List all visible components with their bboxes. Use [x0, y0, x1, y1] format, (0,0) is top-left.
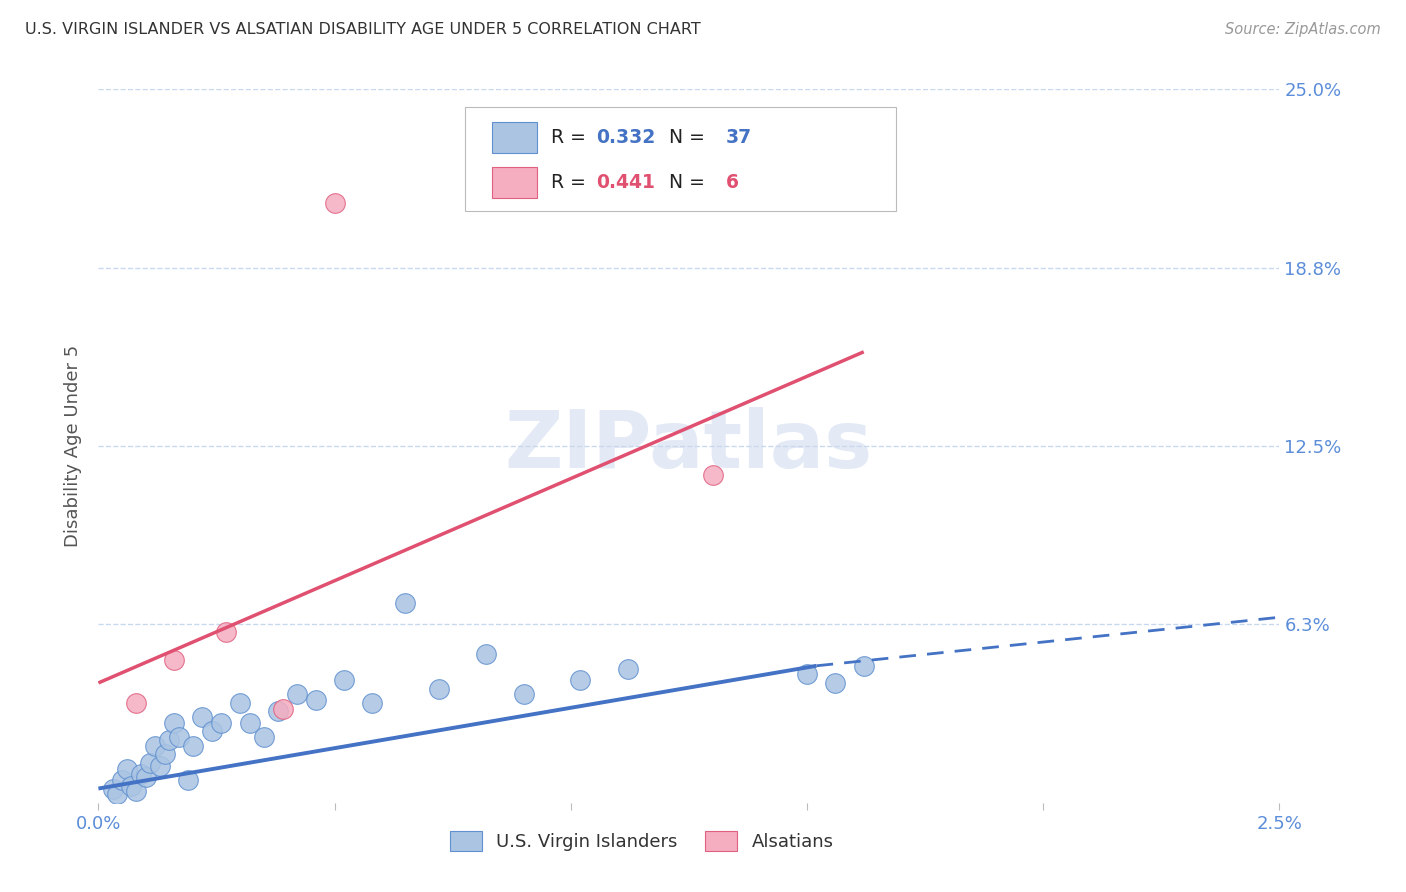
Legend: U.S. Virgin Islanders, Alsatians: U.S. Virgin Islanders, Alsatians [443, 823, 841, 858]
Bar [492, 122, 537, 153]
Point [285, 687, 308, 701]
Point [167, 730, 190, 744]
Point [616, 662, 638, 676]
Text: U.S. VIRGIN ISLANDER VS ALSATIAN DISABILITY AGE UNDER 5 CORRELATION CHART: U.S. VIRGIN ISLANDER VS ALSATIAN DISABIL… [25, 22, 702, 37]
Text: 37: 37 [725, 128, 752, 147]
Point [475, 648, 498, 662]
Point [191, 710, 214, 724]
Point [427, 681, 450, 696]
Point [702, 467, 724, 482]
Point [149, 758, 172, 772]
Text: R =: R = [551, 128, 592, 147]
Point [209, 715, 232, 730]
Point [125, 696, 148, 710]
Bar [492, 168, 537, 198]
Text: R =: R = [551, 173, 592, 193]
Point [143, 739, 166, 753]
Point [105, 787, 128, 801]
Point [125, 784, 148, 798]
Point [181, 739, 204, 753]
Point [239, 715, 262, 730]
Point [852, 658, 875, 673]
Text: 0.441: 0.441 [596, 173, 655, 193]
Point [163, 653, 186, 667]
Point [361, 696, 384, 710]
Point [101, 781, 124, 796]
Point [267, 705, 290, 719]
Point [569, 673, 592, 687]
Point [129, 767, 152, 781]
Point [253, 730, 276, 744]
Point [201, 724, 224, 739]
FancyBboxPatch shape [464, 107, 896, 211]
Point [824, 676, 846, 690]
Point [177, 772, 200, 787]
Point [153, 747, 176, 762]
Point [229, 696, 252, 710]
Point [157, 733, 180, 747]
Text: 0.332: 0.332 [596, 128, 655, 147]
Text: 6: 6 [725, 173, 738, 193]
Point [394, 596, 416, 610]
Text: N =: N = [657, 128, 711, 147]
Point [115, 762, 138, 776]
Point [323, 196, 346, 211]
Point [163, 715, 186, 730]
Text: ZIPatlas: ZIPatlas [505, 407, 873, 485]
Point [121, 779, 143, 793]
Text: N =: N = [657, 173, 711, 193]
Point [333, 673, 356, 687]
Point [512, 687, 534, 701]
Text: Source: ZipAtlas.com: Source: ZipAtlas.com [1225, 22, 1381, 37]
Point [139, 756, 162, 770]
Point [305, 693, 328, 707]
Y-axis label: Disability Age Under 5: Disability Age Under 5 [65, 345, 83, 547]
Point [111, 772, 134, 787]
Point [215, 624, 238, 639]
Point [271, 701, 294, 715]
Point [135, 770, 157, 784]
Point [796, 667, 818, 681]
